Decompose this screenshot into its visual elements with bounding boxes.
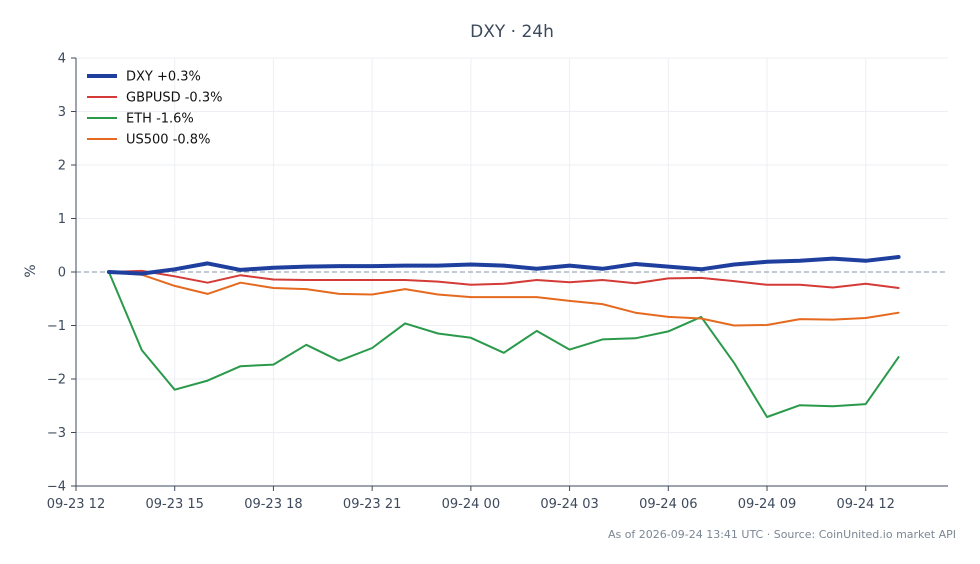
chart-title: DXY · 24h — [470, 22, 554, 42]
y-tick-label: 4 — [58, 52, 66, 67]
series-lines — [106, 255, 901, 418]
y-tick-label: 1 — [58, 212, 66, 227]
series-line-dxy — [106, 255, 901, 276]
grid — [75, 57, 948, 487]
series-line-eth — [107, 271, 900, 418]
axes: 4 3 2 1 0 −1 −2 −3 −4 09-23 12 09-23 15 09-23 18 09-… — [47, 52, 948, 512]
y-tick-label: 3 — [58, 105, 66, 120]
x-tick-label: 09-24 09 — [738, 497, 796, 512]
y-tick-label: −1 — [47, 319, 66, 334]
x-tick-label: 09-23 12 — [47, 497, 105, 512]
x-tick-label: 09-24 03 — [540, 497, 598, 512]
y-tick-label: −2 — [47, 373, 66, 388]
legend-label-us500: US500 -0.8% — [126, 133, 210, 148]
x-tick-label: 09-24 06 — [639, 497, 697, 512]
legend-label-dxy: DXY +0.3% — [126, 70, 201, 85]
legend: DXY +0.3% GBPUSD -0.3% ETH -1.6% US500 -0.8… — [87, 70, 222, 148]
y-axis-label: % — [23, 264, 39, 277]
legend-label-gbpusd: GBPUSD -0.3% — [126, 91, 222, 106]
legend-label-eth: ETH -1.6% — [126, 112, 194, 127]
y-tick-label: −3 — [47, 426, 66, 441]
x-tick-label: 09-23 15 — [145, 497, 203, 512]
footer-source: As of 2026-09-24 13:41 UTC · Source: Coi… — [608, 528, 956, 541]
x-tick-label: 09-23 18 — [244, 497, 302, 512]
series-line-gbpusd — [107, 269, 900, 289]
y-tick-label: 0 — [58, 266, 66, 281]
x-tick-label: 09-24 00 — [442, 497, 500, 512]
series-line-us500 — [107, 271, 900, 327]
y-tick-label: −4 — [47, 480, 66, 495]
x-tick-label: 09-23 21 — [343, 497, 401, 512]
y-tick-label: 2 — [58, 159, 66, 174]
x-tick-label: 09-24 12 — [837, 497, 895, 512]
